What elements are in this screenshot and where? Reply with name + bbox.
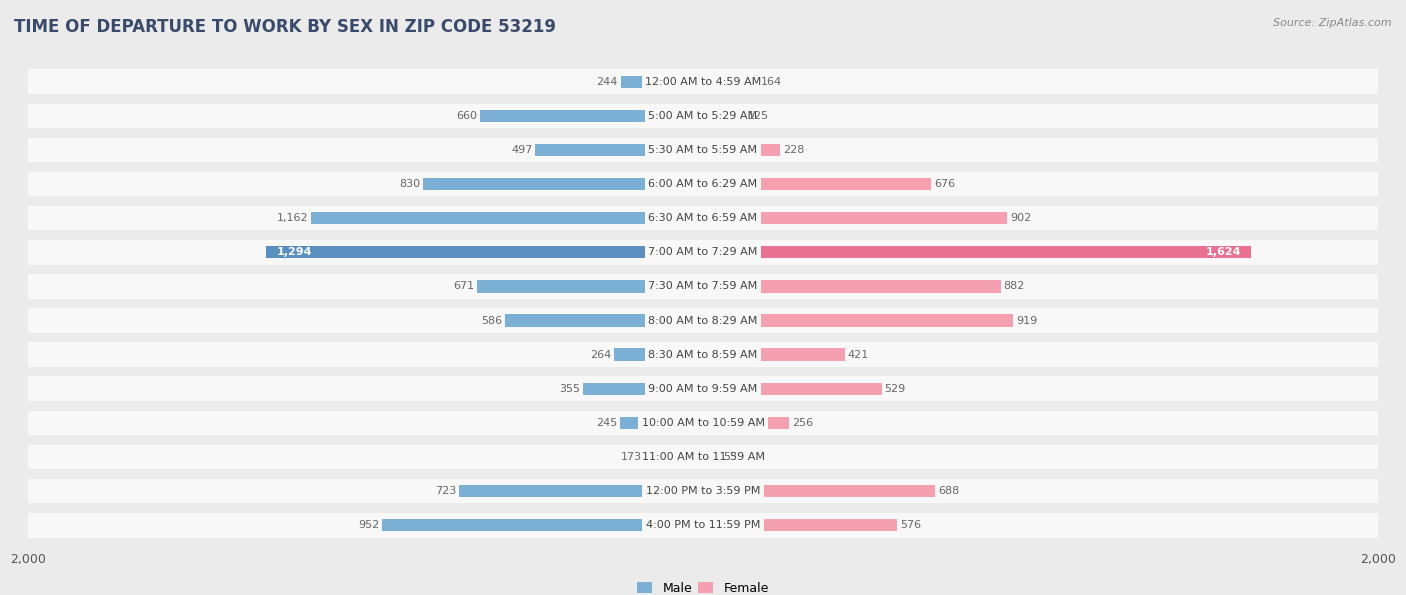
Bar [614, 349, 703, 361]
Text: 586: 586 [481, 315, 502, 325]
Text: 12:00 PM to 3:59 PM: 12:00 PM to 3:59 PM [645, 486, 761, 496]
Text: 7:00 AM to 7:29 AM: 7:00 AM to 7:29 AM [648, 248, 758, 257]
Bar [703, 383, 882, 395]
Text: 6:00 AM to 6:29 AM: 6:00 AM to 6:29 AM [648, 179, 758, 189]
Bar [703, 280, 1001, 293]
Bar [620, 416, 703, 429]
Bar [703, 76, 758, 88]
Text: 5:30 AM to 5:59 AM: 5:30 AM to 5:59 AM [648, 145, 758, 155]
Text: 9:00 AM to 9:59 AM: 9:00 AM to 9:59 AM [648, 384, 758, 394]
Text: 1,294: 1,294 [277, 248, 312, 257]
Bar [477, 280, 703, 293]
Text: 228: 228 [783, 145, 804, 155]
Bar [28, 308, 1378, 333]
Bar [703, 212, 1007, 224]
Text: 7:30 AM to 7:59 AM: 7:30 AM to 7:59 AM [648, 281, 758, 292]
Text: Source: ZipAtlas.com: Source: ZipAtlas.com [1274, 18, 1392, 28]
Text: 1,162: 1,162 [277, 213, 308, 223]
Text: 164: 164 [761, 77, 782, 87]
Text: 11:00 AM to 11:59 AM: 11:00 AM to 11:59 AM [641, 452, 765, 462]
Text: 952: 952 [357, 520, 380, 530]
Bar [505, 314, 703, 327]
Text: 676: 676 [934, 179, 955, 189]
Bar [703, 109, 745, 122]
Bar [423, 178, 703, 190]
Bar [28, 70, 1378, 94]
Text: 5:00 AM to 5:29 AM: 5:00 AM to 5:29 AM [648, 111, 758, 121]
Bar [703, 519, 897, 531]
Text: 244: 244 [596, 77, 619, 87]
Bar [28, 137, 1378, 162]
Bar [703, 451, 721, 463]
Text: 53: 53 [724, 452, 738, 462]
Bar [266, 246, 703, 258]
Bar [458, 485, 703, 497]
Text: 723: 723 [434, 486, 457, 496]
Text: 421: 421 [848, 350, 869, 359]
Bar [703, 485, 935, 497]
Bar [28, 240, 1378, 265]
Text: 4:00 PM to 11:59 PM: 4:00 PM to 11:59 PM [645, 520, 761, 530]
Bar [28, 411, 1378, 435]
Bar [28, 206, 1378, 230]
Text: 173: 173 [621, 452, 643, 462]
Text: 688: 688 [938, 486, 959, 496]
Text: 882: 882 [1004, 281, 1025, 292]
Bar [28, 104, 1378, 128]
Text: 8:30 AM to 8:59 AM: 8:30 AM to 8:59 AM [648, 350, 758, 359]
Text: 6:30 AM to 6:59 AM: 6:30 AM to 6:59 AM [648, 213, 758, 223]
Bar [644, 451, 703, 463]
Text: 529: 529 [884, 384, 905, 394]
Text: 256: 256 [792, 418, 813, 428]
Text: 355: 355 [560, 384, 581, 394]
Bar [28, 377, 1378, 401]
Text: 245: 245 [596, 418, 617, 428]
Text: 919: 919 [1015, 315, 1038, 325]
Bar [28, 342, 1378, 367]
Bar [28, 274, 1378, 299]
Bar [703, 416, 789, 429]
Bar [28, 172, 1378, 196]
Bar [703, 246, 1251, 258]
Text: 830: 830 [399, 179, 420, 189]
Bar [703, 349, 845, 361]
Text: 125: 125 [748, 111, 769, 121]
Bar [583, 383, 703, 395]
Text: 902: 902 [1010, 213, 1032, 223]
Text: 497: 497 [512, 145, 533, 155]
Text: 8:00 AM to 8:29 AM: 8:00 AM to 8:29 AM [648, 315, 758, 325]
Bar [620, 76, 703, 88]
Bar [28, 444, 1378, 469]
Bar [28, 513, 1378, 537]
Bar [382, 519, 703, 531]
Legend: Male, Female: Male, Female [633, 577, 773, 595]
Bar [481, 109, 703, 122]
Text: 671: 671 [453, 281, 474, 292]
Text: 660: 660 [457, 111, 478, 121]
Bar [703, 314, 1014, 327]
Text: 1,624: 1,624 [1205, 248, 1241, 257]
Text: 264: 264 [591, 350, 612, 359]
Bar [536, 144, 703, 156]
Bar [28, 479, 1378, 503]
Text: 10:00 AM to 10:59 AM: 10:00 AM to 10:59 AM [641, 418, 765, 428]
Text: TIME OF DEPARTURE TO WORK BY SEX IN ZIP CODE 53219: TIME OF DEPARTURE TO WORK BY SEX IN ZIP … [14, 18, 555, 36]
Bar [703, 144, 780, 156]
Bar [311, 212, 703, 224]
Text: 576: 576 [900, 520, 921, 530]
Text: 12:00 AM to 4:59 AM: 12:00 AM to 4:59 AM [645, 77, 761, 87]
Bar [703, 178, 931, 190]
